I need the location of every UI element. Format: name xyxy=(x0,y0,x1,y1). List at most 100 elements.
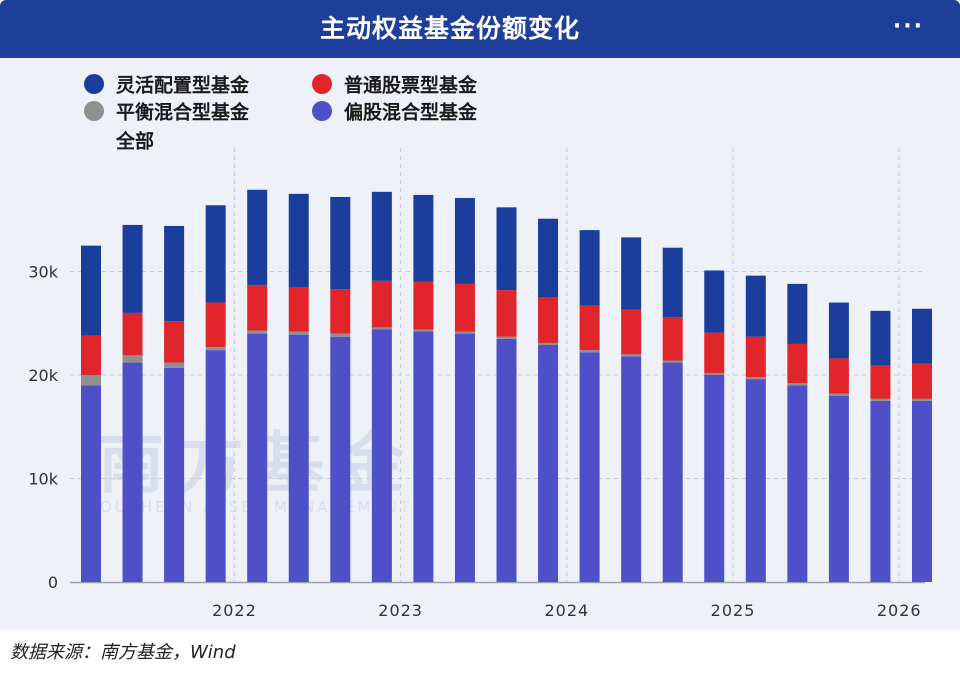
more-options-icon[interactable]: ··· xyxy=(892,14,924,39)
bar-segment-3-1 xyxy=(122,224,143,313)
bar-segment-0-12 xyxy=(579,352,600,582)
bar-segment-2-7 xyxy=(371,280,392,328)
bar-segment-2-18 xyxy=(828,358,849,394)
bar-segment-0-19 xyxy=(870,400,891,582)
bar-segment-1-20 xyxy=(912,398,932,401)
bar-segment-0-11 xyxy=(538,344,559,582)
bar-segment-2-6 xyxy=(330,289,351,334)
bar-segment-1-15 xyxy=(704,372,725,375)
bar-segment-1-14 xyxy=(662,360,683,363)
bar-segment-3-13 xyxy=(621,237,642,310)
bar-segment-1-18 xyxy=(828,393,849,396)
legend-label-all: 全部 xyxy=(116,130,155,153)
bar-segment-3-3 xyxy=(205,205,226,303)
bar-segment-2-8 xyxy=(413,281,434,330)
bar-segment-0-6 xyxy=(330,336,351,582)
bar-segment-1-12 xyxy=(579,350,600,353)
x-tick-label: 2022 xyxy=(212,601,257,620)
bar-segment-3-9 xyxy=(454,198,475,284)
legend-item-equity-hybrid[interactable]: 偏股混合型基金 xyxy=(312,99,477,125)
legend-label-balanced: 平衡混合型基金 xyxy=(116,101,250,124)
bar-segment-1-3 xyxy=(205,347,226,351)
bar-segment-2-13 xyxy=(621,309,642,355)
bar-segment-1-19 xyxy=(870,398,891,401)
bar-segment-3-14 xyxy=(662,247,683,318)
bar-segment-2-5 xyxy=(288,287,309,332)
bar-segment-0-3 xyxy=(205,350,226,582)
bar-segment-3-12 xyxy=(579,230,600,306)
chart-title: 主动权益基金份额变化 xyxy=(319,14,580,43)
bar-segment-1-10 xyxy=(496,336,517,339)
bar-segment-0-18 xyxy=(828,395,849,582)
bar-segment-0-8 xyxy=(413,331,434,582)
bar-segment-0-13 xyxy=(621,356,642,582)
bar-segment-2-0 xyxy=(81,335,101,375)
legend-dot-equity-hybrid xyxy=(312,100,332,121)
bar-segment-2-9 xyxy=(454,283,475,332)
bar-segment-3-7 xyxy=(371,191,392,281)
legend-dot-flexible xyxy=(84,73,104,94)
bar-segment-2-12 xyxy=(579,305,600,351)
bar-segment-0-7 xyxy=(371,329,392,582)
bar-segment-1-13 xyxy=(621,354,642,357)
bar-segment-2-19 xyxy=(870,365,891,399)
bar-segment-0-10 xyxy=(496,338,517,582)
bar-segment-2-14 xyxy=(662,317,683,361)
legend-label-flexible: 灵活配置型基金 xyxy=(116,74,250,97)
bar-segment-0-1 xyxy=(122,362,143,582)
bar-segment-1-2 xyxy=(164,362,185,368)
bar-segment-1-7 xyxy=(371,327,392,330)
bar-segment-2-1 xyxy=(122,312,143,356)
bar-segment-2-20 xyxy=(912,363,932,399)
bar-segment-0-0 xyxy=(81,385,101,582)
bar-segment-3-17 xyxy=(787,283,808,344)
y-tick-label: 30k xyxy=(28,263,58,282)
bar-segment-2-3 xyxy=(205,302,226,348)
bar-segment-3-2 xyxy=(164,225,185,322)
bar-segment-0-14 xyxy=(662,362,683,582)
bar-segment-3-11 xyxy=(538,218,559,298)
bar-segment-2-17 xyxy=(787,343,808,384)
bar-segment-3-10 xyxy=(496,207,517,291)
bar-segment-3-0 xyxy=(81,245,101,336)
bar-segment-3-15 xyxy=(704,270,725,333)
bar-segment-0-4 xyxy=(247,333,268,582)
legend-dot-balanced xyxy=(84,100,104,121)
x-tick-label: 2023 xyxy=(378,601,423,620)
bar-segment-0-9 xyxy=(454,333,475,582)
bar-segment-1-5 xyxy=(288,331,309,335)
legend-item-all[interactable]: 全部 xyxy=(116,128,154,154)
bar-segment-3-5 xyxy=(288,193,309,288)
bar-segment-3-6 xyxy=(330,196,351,290)
legend-item-balanced[interactable]: 平衡混合型基金 xyxy=(84,99,249,125)
bar-segment-3-8 xyxy=(413,194,434,282)
legend-label-equity-hybrid: 偏股混合型基金 xyxy=(344,101,478,124)
bar-segment-1-9 xyxy=(454,331,475,334)
bar-segment-1-4 xyxy=(247,330,268,334)
legend-dot-stock xyxy=(312,73,332,94)
y-tick-label: 0 xyxy=(48,573,58,592)
bar-segment-3-19 xyxy=(870,310,891,366)
legend-item-flexible[interactable]: 灵活配置型基金 xyxy=(84,72,249,98)
bar-segment-2-11 xyxy=(538,297,559,343)
bar-segment-0-20 xyxy=(912,400,932,582)
bar-segment-2-2 xyxy=(164,321,185,363)
bar-segment-2-4 xyxy=(247,284,268,331)
bar-segment-0-17 xyxy=(787,385,808,582)
bar-segment-1-0 xyxy=(81,375,101,386)
bar-segment-3-16 xyxy=(745,275,766,337)
y-tick-label: 10k xyxy=(28,470,58,489)
bar-segment-3-4 xyxy=(247,189,268,285)
x-tick-label: 2025 xyxy=(711,601,756,620)
bar-segment-1-1 xyxy=(122,355,143,363)
bar-segment-1-8 xyxy=(413,329,434,332)
x-tick-label: 2024 xyxy=(544,601,589,620)
y-tick-label: 20k xyxy=(28,366,58,385)
legend-item-stock[interactable]: 普通股票型基金 xyxy=(312,72,477,98)
stacked-bar-chart: 0 10k 20k 30k 2022 2023 2024 2025 2026 xyxy=(28,148,932,620)
bar-segment-3-20 xyxy=(912,308,932,364)
bar-segment-3-18 xyxy=(828,302,849,359)
bar-segment-1-6 xyxy=(330,333,351,337)
data-source-note: 数据来源：南方基金，Wind xyxy=(10,642,236,663)
bar-segment-0-5 xyxy=(288,334,309,582)
